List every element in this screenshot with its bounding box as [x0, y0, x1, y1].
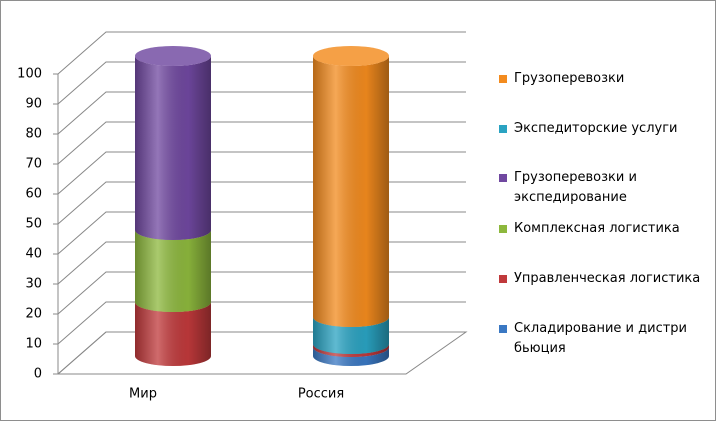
legend-item: Управленческая логистика: [499, 269, 704, 289]
legend-swatch: [499, 325, 507, 333]
legend-label: Экспедиторские услуги: [514, 121, 678, 136]
y-tick-label: 40: [25, 247, 42, 262]
segment-top-shade: [313, 46, 389, 66]
segment-shade: [313, 317, 389, 354]
grid-line: [57, 271, 466, 315]
y-tick-label: 10: [25, 337, 42, 352]
grid-line: [57, 181, 466, 225]
legend-item: Грузоперевозки: [499, 69, 704, 89]
legend-swatch: [499, 125, 507, 133]
grid-line: [57, 211, 466, 255]
grid-line: [57, 61, 466, 105]
legend-swatch: [499, 275, 507, 283]
y-tick-label: 0: [34, 367, 42, 382]
y-tick-label: 70: [25, 157, 42, 172]
segment-top-shade: [135, 46, 211, 66]
segment-shade: [313, 56, 389, 327]
legend-label: Комплексная логистика: [514, 221, 680, 236]
grid-line: [57, 31, 466, 75]
legend-item: Грузоперевозки и экспедирование: [499, 168, 704, 208]
y-tick-label: 100: [17, 67, 42, 82]
legend-label: Складирование и дистри бьюция: [514, 321, 687, 356]
legend-item: Складирование и дистри бьюция: [499, 319, 704, 359]
legend-swatch: [499, 174, 507, 182]
segment-shade: [313, 344, 389, 357]
grid-line: [57, 121, 466, 165]
grid-line: [57, 91, 466, 135]
legend-label: Управленческая логистика: [514, 271, 701, 286]
legend-swatch: [499, 225, 507, 233]
legend-label: Грузоперевозки: [514, 71, 625, 86]
grid-line: [57, 151, 466, 195]
segment-shade: [135, 302, 211, 366]
legend-swatch: [499, 75, 507, 83]
x-tick-label: Мир: [129, 387, 157, 402]
grid-line: [57, 241, 466, 285]
segment-shade: [135, 230, 211, 312]
y-tick-label: 90: [25, 97, 42, 112]
y-tick-label: 30: [25, 277, 42, 292]
legend-label: Грузоперевозки и экспедирование: [514, 170, 637, 205]
segment-top: [313, 46, 389, 66]
y-tick-label: 20: [25, 307, 42, 322]
legend-item: Экспедиторские услуги: [499, 119, 704, 139]
segment-shade: [313, 347, 389, 366]
y-tick-label: 80: [25, 127, 42, 142]
segment-shade: [135, 56, 211, 240]
grid-line: [57, 331, 466, 375]
legend-item: Комплексная логистика: [499, 219, 704, 239]
segment-top: [135, 46, 211, 66]
y-tick-label: 60: [25, 187, 42, 202]
grid-line: [57, 301, 466, 345]
x-tick-label: Россия: [298, 387, 344, 402]
floor: [56, 331, 468, 375]
y-tick-label: 50: [25, 217, 42, 232]
